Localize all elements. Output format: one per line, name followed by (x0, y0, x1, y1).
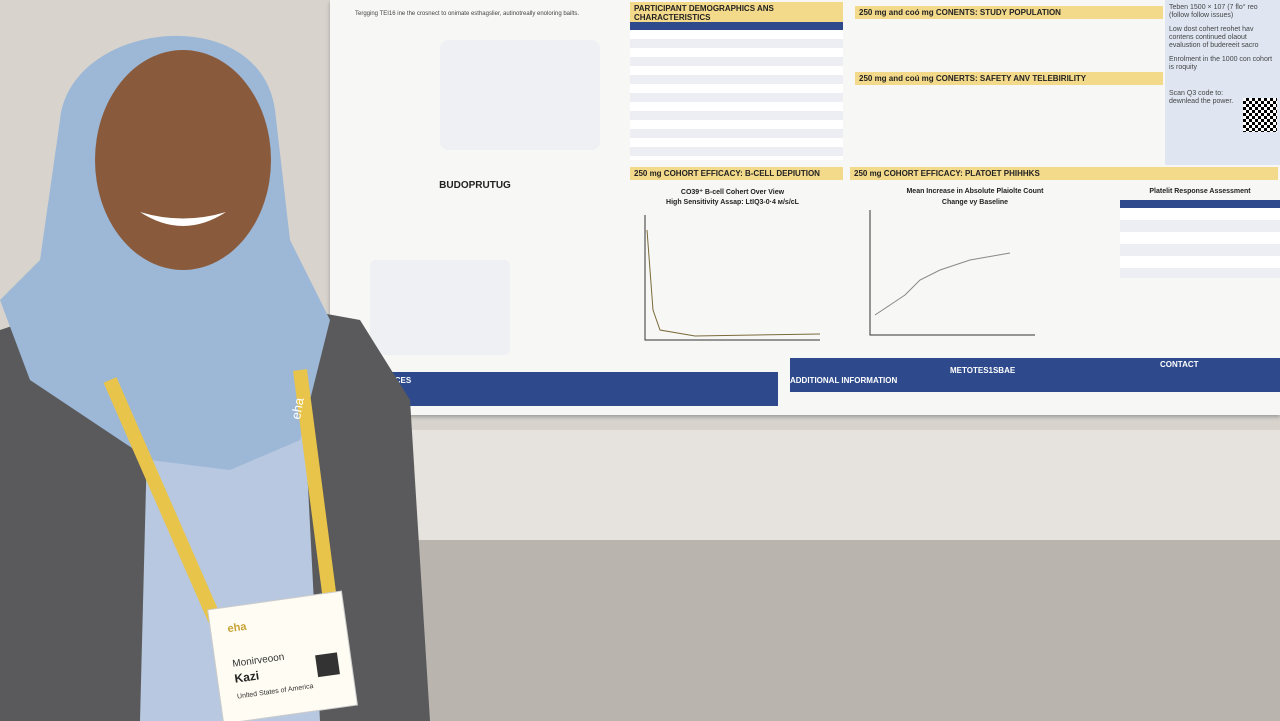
line (874, 252, 1011, 316)
text: Teben 1500 × 107 (7 flo° reo (follow fol… (1169, 4, 1258, 19)
summary-panel: Teben 1500 × 107 (7 flo° reo (follow fol… (1165, 0, 1280, 165)
section-title: BUDOPRUTUG (439, 180, 511, 191)
table (630, 22, 843, 160)
diagram (440, 40, 600, 150)
chart-title: CO39⁺ B-cell Cohert Over View (680, 189, 785, 196)
text: Low dost cohert reohet hav contens conti… (1169, 26, 1259, 49)
axis (644, 215, 820, 341)
lanyard (103, 369, 337, 623)
section-title: 250 mg COHORT EFFICACY: B-CELL DEPIUTION (630, 167, 843, 180)
info-bar: ADDITIONAL INFORMATION METOTES1SBAE CONT… (790, 358, 1280, 392)
section-title: 250 mg and coú mg CONERTS: SAFETY ANV TE… (855, 72, 1163, 85)
qr-code (1243, 98, 1277, 132)
chart (644, 215, 821, 341)
label: CONTACT (1160, 360, 1199, 369)
table (1120, 200, 1280, 278)
badge-qr (315, 652, 340, 678)
chart (869, 210, 1035, 336)
references-bar: NCES (385, 372, 778, 406)
smile (140, 212, 226, 226)
line (646, 229, 821, 337)
axis (869, 210, 1035, 336)
text: Scan Q3 code to: dewnlead the power. (1169, 90, 1234, 105)
lanyard-text: eha (288, 396, 307, 421)
badge-last-name: Kazi (234, 668, 260, 685)
section-title: PARTICIPANT DEMOGRAPHICS ANS CHARACTERIS… (630, 2, 843, 24)
face (95, 50, 271, 270)
chart-title: Mean Increase in Absolute Plaiolte Count (906, 188, 1044, 195)
badge-brand: eha (227, 621, 248, 636)
chart-subtitle: Change vy Baseline (941, 199, 1009, 206)
section-title: 250 mg and coó mg CONENTS: STUDY POPULAT… (855, 6, 1163, 19)
person: eha eha Monirveoon Kazi Unlted States of… (0, 35, 430, 721)
badge (207, 590, 358, 721)
label: METOTES1SBAE (950, 366, 1016, 375)
chart-subtitle: High Sensitivity Assap: LtIQ3-0·4 ᴍ/s/cL (666, 199, 799, 206)
panel-base (400, 430, 1280, 550)
floor (400, 540, 1280, 721)
poster: Tergging TEI16 ine the crosnect to onima… (330, 0, 1280, 415)
antibody-diagram (370, 260, 510, 355)
poster-text: Tergging TEI16 ine the crosnect to onima… (355, 11, 580, 17)
label: NCES (389, 376, 412, 385)
section-title: 250 mg COHORT EFFICACY: PLATOET PHIHHKS (850, 167, 1278, 180)
label: ADDITIONAL INFORMATION (790, 376, 898, 385)
table-title: Platelit Response Assessment (1149, 188, 1251, 195)
text: Enrolment in the 1000 con cohort is roqu… (1169, 56, 1273, 71)
